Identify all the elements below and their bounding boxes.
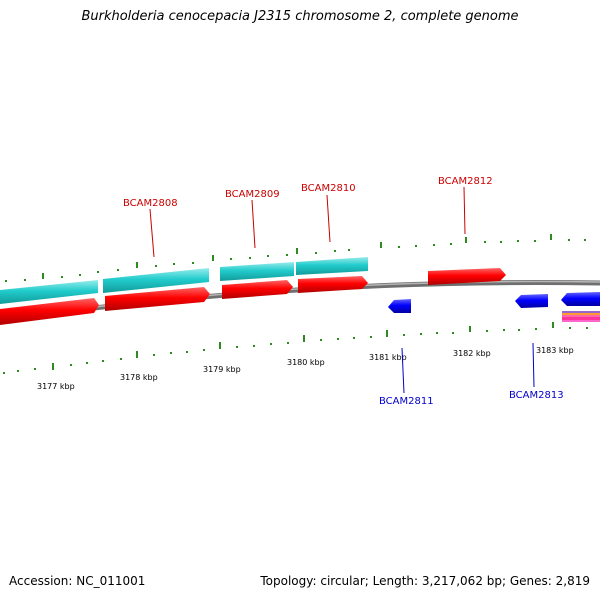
forward-gene-track xyxy=(0,268,506,325)
forward-gene[interactable] xyxy=(105,287,210,311)
scale-label: 3177 kbp xyxy=(37,382,75,391)
genome-summary: Topology: circular; Length: 3,217,062 bp… xyxy=(260,574,590,588)
cds-feature[interactable] xyxy=(296,257,368,275)
cds-feature[interactable] xyxy=(220,262,294,281)
gene-labels: BCAM2808 BCAM2809 BCAM2810 BCAM2812 BCAM… xyxy=(123,176,564,407)
feature-stack[interactable] xyxy=(562,311,600,322)
reverse-gene[interactable] xyxy=(388,299,411,313)
forward-gene[interactable] xyxy=(222,280,293,299)
gene-label-forward[interactable]: BCAM2810 xyxy=(301,183,356,194)
gene-label-forward[interactable]: BCAM2808 xyxy=(123,198,178,209)
cds-feature[interactable] xyxy=(103,268,209,293)
cds-track xyxy=(0,257,368,304)
scale-label: 3179 kbp xyxy=(203,365,241,374)
accession-label: Accession: NC_011001 xyxy=(9,574,146,588)
forward-gene[interactable] xyxy=(0,298,99,325)
gene-label-reverse[interactable]: BCAM2813 xyxy=(509,390,564,401)
inner-tick-row xyxy=(3,322,588,374)
reverse-gene[interactable] xyxy=(561,292,600,306)
reverse-gene-track xyxy=(388,292,600,313)
scale-label: 3182 kbp xyxy=(453,349,491,358)
scale-label: 3178 kbp xyxy=(120,373,158,382)
outer-tick-row xyxy=(5,234,586,282)
scale-label: 3181 kbp xyxy=(369,353,407,362)
scale-label: 3180 kbp xyxy=(287,358,325,367)
gene-label-reverse[interactable]: BCAM2811 xyxy=(379,396,434,407)
forward-gene[interactable] xyxy=(298,276,368,293)
cds-feature[interactable] xyxy=(0,280,98,304)
label-leaders xyxy=(149,186,535,394)
scale-label: 3183 kbp xyxy=(536,346,574,355)
gene-label-forward[interactable]: BCAM2809 xyxy=(225,189,280,200)
map-title: Burkholderia cenocepacia J2315 chromosom… xyxy=(81,9,519,24)
reverse-gene[interactable] xyxy=(515,294,548,308)
gene-label-forward[interactable]: BCAM2812 xyxy=(438,176,493,187)
forward-gene[interactable] xyxy=(428,268,506,285)
scale-labels: 3177 kbp 3178 kbp 3179 kbp 3180 kbp 3181… xyxy=(37,346,574,391)
